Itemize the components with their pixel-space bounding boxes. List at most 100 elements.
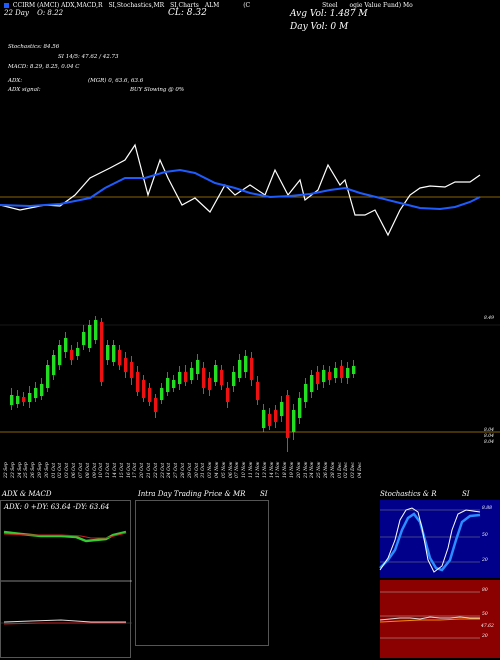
date-label: 22 Oct (153, 462, 159, 478)
candle-body (304, 384, 308, 402)
ticker-open: O: 8.22 (37, 9, 64, 17)
candle-body (100, 322, 104, 382)
date-label: 24 Oct (167, 462, 173, 478)
stochastics-readout: Stochastics: 84.56 (8, 44, 60, 50)
rsi-value: 47.62 (481, 624, 494, 629)
candle-body (322, 370, 326, 382)
header-item-4: ALM (204, 2, 220, 9)
date-label: 13 Nov (262, 461, 268, 478)
candle-body (334, 368, 338, 378)
stoch-white-line (379, 507, 481, 573)
date-label: 03 Dec (351, 462, 357, 478)
date-label: 25 Nov (317, 461, 323, 478)
avg-volume: Avg Vol: 1.487 M (290, 9, 368, 19)
candle-body (262, 410, 266, 428)
date-label: 19 Nov (289, 461, 295, 478)
candle-body (76, 348, 80, 356)
candle-body (34, 388, 38, 398)
rsi-svg (379, 591, 480, 639)
date-label: 02 Dec (344, 462, 350, 478)
ticker-date: 22 Day (4, 9, 29, 17)
candle-body (190, 368, 194, 380)
date-label: 10 Nov (242, 461, 248, 478)
mrsi-readout: (MGR) 0, 63.6, 63.6 (88, 78, 144, 84)
candle-body (112, 345, 116, 362)
date-label: 22 Sep (4, 462, 9, 478)
date-label: 01 Dec (337, 462, 343, 478)
date-axis: 22 Sep 23 Sep 24 Sep 25 Sep 26 Sep 29 Sep 30 S… (0, 446, 500, 486)
candle-body (136, 372, 140, 392)
candle-body (340, 366, 344, 378)
close-label: CL: 8.32 (168, 8, 207, 18)
candle-body (118, 350, 122, 365)
date-label: 15 Oct (119, 462, 125, 478)
candle-body (106, 345, 110, 360)
date-label: 14 Nov (269, 461, 275, 478)
date-label: 24 Sep (17, 462, 23, 478)
candle-body (130, 362, 134, 378)
date-label: 11 Nov (249, 461, 255, 478)
stoch-tick-low: 20 (482, 558, 488, 563)
candle-body (346, 368, 350, 378)
adx-red-line (3, 532, 127, 539)
candle-body (214, 365, 218, 382)
date-label: 06 Nov (228, 461, 234, 478)
header-item-2: SI,Stochastics,MR (108, 2, 165, 9)
date-label: 20 Nov (296, 461, 302, 478)
candle-body (316, 372, 320, 384)
price-label-bottom-1: 8.04 (484, 428, 495, 433)
candle-body (70, 350, 74, 360)
rsi-tick-low: 20 (482, 634, 488, 639)
candle-body (166, 378, 170, 392)
buy-signal: BUY Slowing @ 0% (130, 87, 185, 93)
date-label: 26 Nov (323, 461, 329, 478)
date-label: 04 Dec (358, 462, 363, 478)
candle-body (172, 380, 176, 388)
date-label: 25 Sep (24, 462, 30, 478)
date-label: 20 Oct (140, 462, 146, 478)
header-item-ticker: CCIRM (AMCI) (12, 2, 60, 9)
candle-body (52, 355, 56, 375)
header-item-6: Steel (322, 2, 338, 9)
date-label: 17 Nov (276, 461, 282, 478)
candle-body (154, 398, 158, 412)
date-label: 12 Nov (255, 461, 261, 478)
candle-body (178, 372, 182, 384)
date-label: 03 Nov (208, 461, 214, 478)
date-label: 29 Sep (38, 462, 44, 478)
date-label: 04 Nov (215, 461, 221, 478)
date-label: 07 Oct (78, 462, 84, 478)
date-label: 31 Oct (201, 462, 207, 478)
date-label: 03 Oct (65, 462, 71, 478)
candle-body (58, 345, 62, 365)
date-label: 24 Nov (310, 461, 316, 478)
rsi-tick-top: 80 (482, 588, 488, 593)
date-label: 02 Oct (58, 462, 64, 478)
header-item-1: ADX,MACD,R (61, 2, 103, 9)
candle-body (328, 372, 332, 380)
candle-body (250, 358, 254, 380)
candle-body (238, 360, 242, 378)
date-label: 23 Sep (10, 462, 16, 478)
stoch-tick-mid: 50 (482, 533, 488, 538)
date-label: 21 Nov (303, 461, 309, 478)
candle-body (82, 332, 86, 345)
moving-average-blue-line (0, 168, 481, 211)
date-label: 09 Oct (92, 462, 98, 478)
candle-body (184, 372, 188, 382)
rsi-line (379, 616, 480, 621)
candle-body (268, 414, 272, 426)
date-label: 17 Oct (133, 462, 139, 478)
date-label: 14 Oct (112, 462, 118, 478)
date-label: 16 Oct (126, 462, 132, 478)
legend-square-icon (4, 3, 9, 8)
candle-body (286, 395, 290, 438)
header-item-5: (C (243, 2, 251, 9)
candle-body (196, 360, 200, 374)
adx-signal-label: ADX signal: (8, 87, 41, 93)
candle-body (220, 370, 224, 385)
oscillator-white-line (0, 143, 481, 237)
date-label: 21 Oct (146, 462, 152, 478)
intraday-panel-title: Intra Day Trading Price & MR (138, 490, 246, 498)
price-label-bottom-2: 8.04 (484, 434, 495, 439)
